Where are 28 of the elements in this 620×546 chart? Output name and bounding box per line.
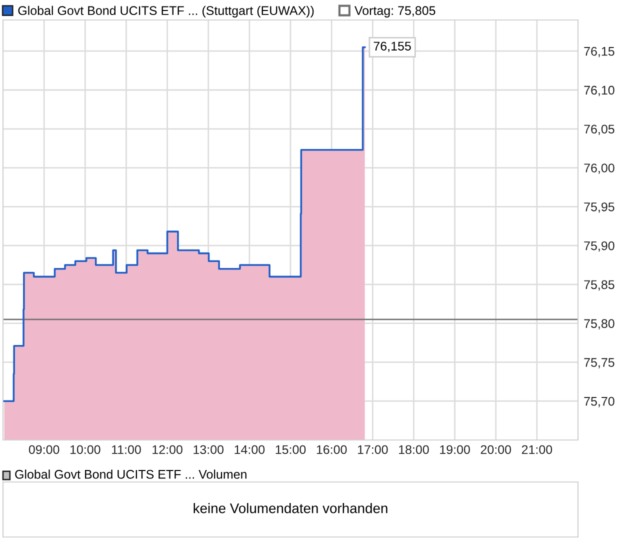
text: keine Volumendaten vorhanden: [194, 503, 388, 514]
x-tick-label: 20:00: [480, 445, 512, 454]
x-tick-label: 18:00: [399, 445, 429, 454]
y-tick-label: 76,00: [584, 164, 614, 174]
legend-label: Vortag: 75,805: [354, 6, 436, 18]
x-tick-label: 12:00: [152, 445, 182, 454]
x-tick-label: 21:00: [522, 445, 552, 454]
text: Global Govt Bond UCITS ETF ... Volumen: [15, 470, 246, 479]
x-tick-label: 15:00: [276, 445, 306, 454]
x-tick-label: 09:00: [28, 445, 60, 454]
x-tick-label: 10:00: [70, 445, 100, 454]
y-tick-label: 75,90: [584, 241, 614, 252]
y-tick-label: 75,75: [584, 358, 614, 368]
x-tick-label: 17:00: [358, 445, 388, 454]
y-tick-label: 76,15: [584, 46, 614, 58]
y-tick-label: 75,70: [584, 396, 614, 408]
x-tick-label: 11:00: [112, 445, 141, 454]
x-tick-label: 19:00: [440, 445, 470, 454]
legend-label: Global Govt Bond UCITS ETF ... (Stuttgart (EUWAX)): [18, 6, 314, 18]
y-tick-label: 75,95: [584, 202, 614, 213]
y-tick-label: 76,05: [584, 124, 614, 136]
annotation: 76,155: [374, 42, 411, 52]
x-tick-label: 14:00: [234, 445, 265, 454]
y-tick-label: 75,80: [584, 319, 614, 330]
x-tick-label: 13:00: [194, 445, 224, 454]
y-tick-label: 76,10: [584, 86, 614, 96]
y-tick-label: 75,85: [584, 280, 614, 291]
x-tick-label: 16:00: [316, 445, 347, 454]
